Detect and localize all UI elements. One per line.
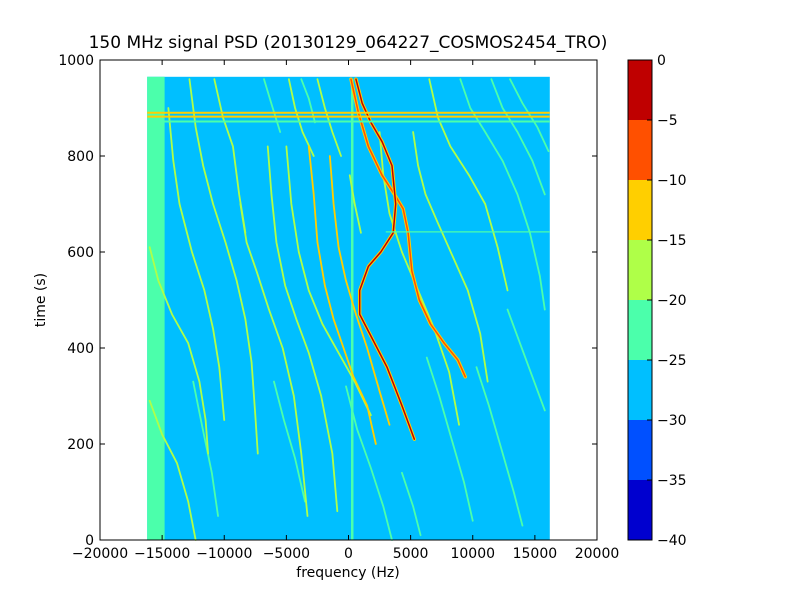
colorbar-segment: [628, 480, 652, 540]
y-tick-label: 400: [67, 341, 94, 357]
signal-track-15: [167, 107, 226, 421]
signal-track-22: [348, 174, 362, 234]
colorbar-segment: [628, 60, 652, 120]
signal-track-5: [287, 78, 315, 157]
x-tick-label: −10000: [196, 546, 252, 562]
low-frequency-band: [147, 76, 165, 541]
signal-track-12: [509, 78, 550, 153]
y-tick-label: 1000: [58, 53, 94, 69]
plot-area: [147, 76, 550, 541]
colorbar-segment: [628, 420, 652, 480]
x-tick-label: −5000: [263, 546, 310, 562]
signal-track-19: [148, 399, 197, 541]
colorbar-segment: [628, 120, 652, 180]
y-tick-label: 600: [67, 245, 94, 261]
colorbar-tick-label: −10: [657, 173, 687, 189]
colorbar-tick-label: −20: [657, 293, 687, 309]
y-tick-label: 0: [85, 533, 94, 549]
colorbar-tick-label: −5: [657, 113, 678, 129]
signal-track-11: [490, 78, 546, 196]
colorbar-tick-label: −40: [657, 533, 687, 549]
y-axis-label: time (s): [33, 273, 49, 327]
signal-track-6: [316, 78, 342, 157]
x-tick-label: −20000: [72, 546, 128, 562]
signal-track-1: [350, 78, 467, 378]
x-tick-label: 10000: [450, 546, 495, 562]
signal-track-18: [148, 246, 209, 455]
signal-track-16: [188, 78, 259, 455]
y-tick-label: 800: [67, 149, 94, 165]
y-tick-label: 200: [67, 437, 94, 453]
signal-track-4: [285, 145, 372, 417]
chart-title: 150 MHz signal PSD (20130129_064227_COSM…: [89, 33, 608, 53]
colorbar-tick-label: −15: [657, 233, 687, 249]
colorbar-segment: [628, 360, 652, 420]
signal-track-29: [263, 78, 282, 133]
signal-track-20: [273, 380, 306, 503]
x-tick-label: 20000: [575, 546, 620, 562]
colorbar-tick-label: −35: [657, 473, 687, 489]
signal-track-28: [300, 78, 316, 124]
x-axis-label: frequency (Hz): [296, 565, 399, 581]
signal-track-3: [328, 155, 391, 426]
axes: −20000 −15000 −10000 −5000 0 5000 10000 15000 20…: [58, 53, 619, 562]
colorbar: 0 −5 −10 −15 −20 −25 −30 −35 −40: [627, 53, 687, 549]
signal-track-8: [412, 131, 489, 383]
colorbar-segment: [628, 180, 652, 240]
colorbar-tick-label: 0: [657, 53, 666, 69]
signal-track-23: [345, 385, 393, 541]
signal-track-14: [239, 203, 309, 517]
signal-track-27: [506, 308, 546, 412]
colorbar-tick-label: −30: [657, 413, 687, 429]
x-tick-label: 5000: [393, 546, 429, 562]
signal-track-2: [307, 145, 377, 445]
signal-track-24: [425, 356, 474, 522]
x-tick-label: −15000: [134, 546, 190, 562]
signal-track-25: [475, 366, 524, 527]
signal-track-17: [213, 78, 247, 234]
heatmap-background: [147, 76, 550, 541]
x-tick-label: 15000: [513, 546, 558, 562]
colorbar-tick-label: −25: [657, 353, 687, 369]
x-tick-label: 0: [344, 546, 353, 562]
signal-track-13: [266, 145, 339, 513]
colorbar-segment: [628, 300, 652, 360]
signal-track-0: [355, 78, 416, 440]
signal-track-26: [401, 471, 422, 537]
colorbar-segment: [628, 240, 652, 300]
